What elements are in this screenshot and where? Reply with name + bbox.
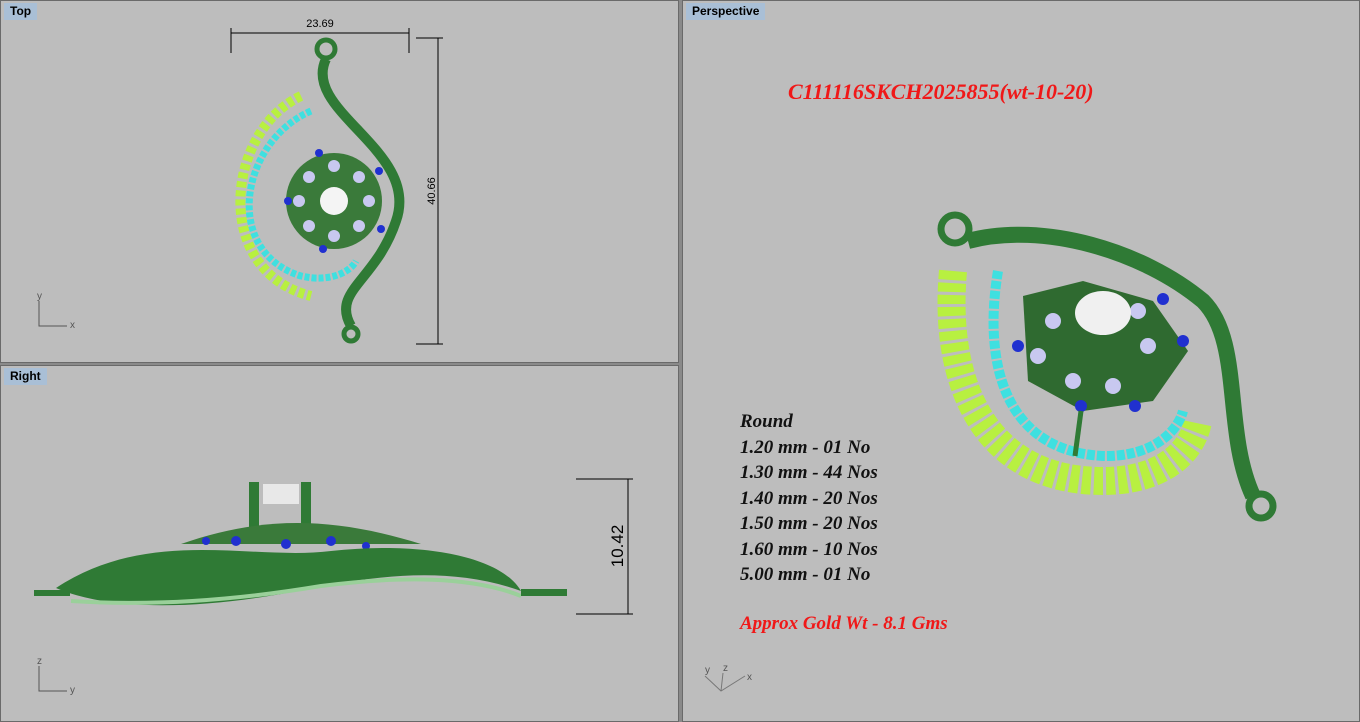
stone-item: 1.30 mm - 44 Nos (740, 462, 878, 483)
viewport-perspective[interactable]: y z x Perspective C111116SKCH2025855(wt-… (682, 0, 1360, 722)
dimension-width (230, 28, 410, 53)
pendant-top (235, 37, 405, 344)
svg-text:z: z (723, 663, 728, 674)
stone-item: 5.00 mm - 01 No (740, 564, 871, 585)
dimension-height-label: 40.66 (426, 177, 438, 205)
axis-indicator (38, 301, 67, 327)
viewport-title-right[interactable]: Right (4, 368, 47, 385)
stone-item: 1.40 mm - 20 Nos (740, 487, 878, 509)
stone-item: 1.20 mm - 01 No (740, 436, 871, 458)
svg-text:x: x (70, 320, 75, 331)
stone-item: 1.60 mm - 10 Nos (740, 538, 878, 560)
viewport-top[interactable]: 23.69 40.66 y x Top (0, 0, 679, 363)
viewport-right[interactable]: 10.42 z y Right (0, 365, 679, 722)
dimension-width-label: 23.69 (306, 18, 334, 30)
perspective-view-model: y z x (704, 211, 1277, 692)
pendant-side (34, 482, 567, 606)
stone-item: 1.50 mm - 20 Nos (740, 513, 878, 534)
viewport-title-perspective[interactable]: Perspective (686, 3, 766, 20)
svg-text:y: y (705, 665, 710, 676)
top-view-model: 23.69 40.66 y x (37, 18, 443, 345)
dimension-height (416, 37, 443, 345)
svg-text:z: z (37, 656, 42, 667)
design-code-annotation: C111116SKCH2025855(wt-10-20) (788, 79, 1094, 104)
axis-indicator (38, 666, 67, 692)
dimension-height-right-label: 10.42 (608, 525, 627, 568)
svg-text:y: y (37, 291, 42, 302)
svg-text:y: y (70, 685, 75, 696)
dimension-height-right (576, 478, 633, 615)
viewport-title-top[interactable]: Top (4, 3, 38, 20)
axis-indicator (704, 672, 746, 692)
gold-weight-annotation: Approx Gold Wt - 8.1 Gms (740, 613, 948, 634)
right-view-model: 10.42 z y (34, 478, 633, 696)
pendant-perspective (937, 211, 1277, 522)
stone-list-annotation: Round 1.20 mm - 01 No 1.30 mm - 44 Nos 1… (740, 409, 878, 588)
svg-text:x: x (747, 672, 752, 683)
stone-heading: Round (740, 411, 793, 432)
